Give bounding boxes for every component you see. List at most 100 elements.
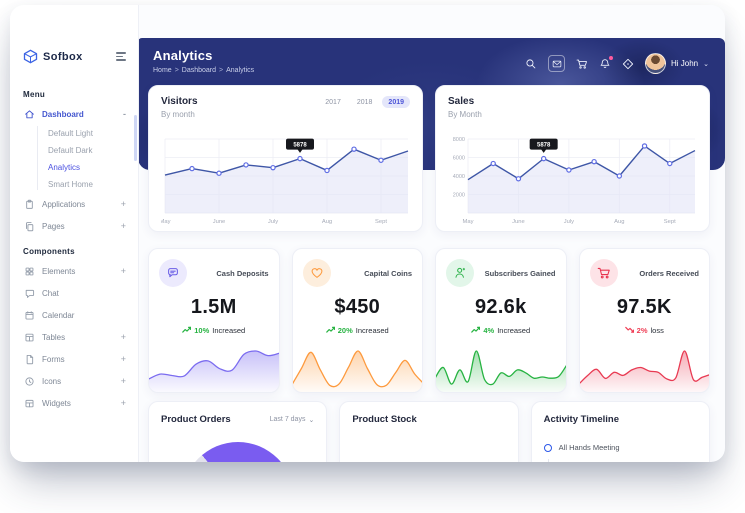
sidebar-item-label: Chat [42, 288, 59, 298]
sidebar-scrollbar[interactable] [134, 115, 137, 161]
sidebar-toggle-icon[interactable] [114, 50, 128, 62]
sidebar-submenu: Default Light Default Dark Analytics Smart … [10, 125, 138, 193]
svg-text:8000: 8000 [453, 137, 465, 143]
sales-line-chart: 2000 4000 6000 8000 May June July Aug Sept 5878 [453, 137, 696, 225]
stat-card-head: Subscribers Gained [446, 259, 556, 287]
svg-text:May: May [463, 219, 474, 225]
stat-value: 1.5M [190, 296, 237, 318]
charts-row: Visitors By month 2017 2018 2019 May June Ju… [148, 85, 710, 232]
expand-plus-icon: + [120, 397, 126, 408]
sidebar-item-label: Icons [42, 376, 62, 386]
expand-plus-icon: + [120, 353, 126, 364]
sidebar-item-label: Widgets [42, 398, 71, 408]
sidebar-item-widgets[interactable]: Widgets + [10, 392, 138, 414]
sidebar-subitem-default-dark[interactable]: Default Dark [48, 146, 93, 155]
stat-change: 20% Increased [303, 325, 413, 336]
mail-icon [552, 60, 561, 67]
timeline-item-all-hands-meeting[interactable]: All Hands Meeting [543, 443, 697, 452]
user-icon [446, 259, 474, 287]
cart-icon [576, 59, 587, 69]
user-greeting: Hi John [671, 59, 699, 68]
pages-icon [23, 220, 35, 232]
svg-text:5878: 5878 [293, 143, 307, 149]
year-option-2019[interactable]: 2019 [382, 96, 410, 108]
logo-row: Sofbox [10, 5, 138, 64]
stat-card-capital-coins: Capital Coins $450 20% Increased [291, 248, 423, 393]
chevron-down-icon: ⌄ [703, 60, 709, 68]
cart-icon[interactable] [576, 58, 588, 70]
collapse-minus-icon: - [123, 108, 126, 119]
breadcrumb: Home > Dashboard > Analytics [153, 67, 254, 74]
trend-up-icon [325, 325, 335, 336]
sidebar-item-dashboard[interactable]: Dashboard - [10, 103, 138, 125]
orders-spark [579, 350, 710, 392]
mail-icon-button[interactable] [548, 55, 565, 72]
svg-text:June: June [512, 219, 525, 225]
sidebar: Sofbox Menu Dashboard - Default Light Defaul… [10, 5, 139, 462]
stats-row: Cash Deposits 1.5M 10% Increased Capital Coi… [148, 248, 710, 393]
user-menu[interactable]: Hi John ⌄ [645, 53, 709, 74]
trend-down-icon [624, 325, 634, 336]
sidebar-subitem-default-light[interactable]: Default Light [48, 129, 93, 138]
trendup-icon [471, 326, 481, 333]
search-icon[interactable] [525, 58, 537, 70]
visitors-card-heading: Visitors By month [161, 96, 198, 119]
sidebar-item-label: Applications [42, 199, 86, 209]
sidebar-subitem-smart-home[interactable]: Smart Home [48, 180, 93, 189]
chevron-down-icon: ⌄ [308, 416, 315, 424]
compass-icon [622, 58, 634, 69]
breadcrumb-item-home[interactable]: Home [153, 67, 172, 74]
stat-change: 4% Increased [446, 325, 556, 336]
sales-subtitle: By Month [448, 110, 482, 119]
product-orders-donut-chart [181, 442, 294, 462]
trend-up-icon [471, 325, 481, 336]
expand-plus-icon: + [120, 331, 126, 342]
timeline-dot-icon [543, 443, 552, 452]
stat-card-cash-deposits: Cash Deposits 1.5M 10% Increased [148, 248, 280, 393]
breadcrumb-item-analytics[interactable]: Analytics [226, 67, 255, 74]
compass-icon[interactable] [622, 58, 634, 70]
home-icon [24, 109, 34, 118]
stat-value: $450 [334, 296, 381, 318]
product-orders-card: Product Orders Last 7 days ⌄ [148, 401, 328, 462]
stat-title: Cash Deposits [216, 268, 269, 278]
sidebar-item-calendar[interactable]: Calendar [10, 304, 138, 326]
sidebar-item-forms[interactable]: Forms + [10, 348, 138, 370]
main-content: Visitors By month 2017 2018 2019 May June Ju… [148, 85, 710, 462]
trendup-icon [325, 326, 335, 333]
sidebar-item-icons[interactable]: Icons + [10, 370, 138, 392]
sales-title: Sales [448, 96, 475, 107]
expand-plus-icon: + [120, 375, 126, 386]
subscribers-spark [435, 350, 566, 392]
sidebar-subitem-analytics[interactable]: Analytics [48, 163, 81, 172]
timeline-list: All Hands Meeting [543, 443, 697, 452]
sidebar-item-tables[interactable]: Tables + [10, 326, 138, 348]
year-option-2018[interactable]: 2018 [356, 98, 373, 106]
stat-change-word: Increased [497, 326, 531, 335]
trend-up-icon [182, 325, 192, 336]
year-filter: 2017 2018 2019 [319, 96, 410, 108]
app-window: Sofbox Menu Dashboard - Default Light Defaul… [10, 5, 725, 462]
bell-icon[interactable] [599, 55, 613, 70]
breadcrumb-item-dashboard[interactable]: Dashboard [181, 67, 217, 74]
sidebar-item-applications[interactable]: Applications + [10, 193, 138, 215]
sidebar-nav: Menu Dashboard - Default Light Default Dark A… [10, 90, 138, 414]
year-option-2017[interactable]: 2017 [325, 98, 341, 106]
svg-text:May: May [161, 219, 171, 225]
product-stock-title: Product Stock [352, 414, 417, 425]
sidebar-item-elements[interactable]: Elements + [10, 260, 138, 282]
svg-text:5878: 5878 [537, 143, 551, 149]
sidebar-item-label: Pages [42, 221, 65, 231]
bell-icon [600, 58, 610, 68]
svg-text:Aug: Aug [322, 219, 332, 225]
sidebar-item-label: Tables [42, 332, 66, 342]
sidebar-item-chat[interactable]: Chat [10, 282, 138, 304]
page-title: Analytics [153, 48, 213, 63]
timeline-item-label: All Hands Meeting [558, 443, 620, 452]
home-icon [23, 108, 35, 120]
stat-change: 2% loss [590, 325, 700, 336]
sidebar-item-pages[interactable]: Pages + [10, 215, 138, 237]
stat-title: Capital Coins [364, 268, 412, 278]
range-select[interactable]: Last 7 days ⌄ [270, 416, 315, 424]
